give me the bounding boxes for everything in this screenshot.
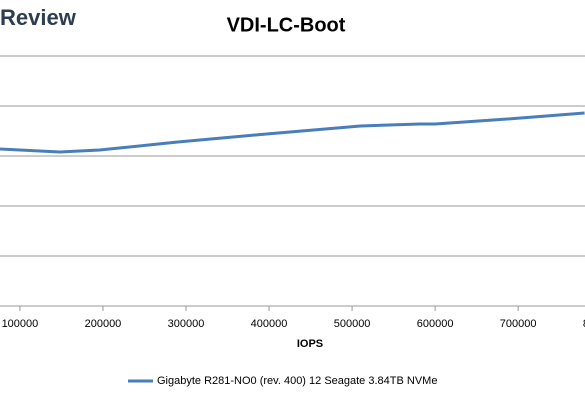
x-tick-label: 300000 [168, 318, 205, 330]
x-axis-title: IOPS [297, 338, 323, 350]
series-line [0, 111, 585, 154]
x-tick-label: 600000 [417, 318, 454, 330]
x-tick-label: 200000 [85, 318, 122, 330]
x-tick-label: 400000 [251, 318, 288, 330]
logo: Review [0, 5, 77, 30]
x-tick-label: 800000 [583, 318, 585, 330]
x-tick-label: 700000 [500, 318, 537, 330]
x-tick-label: 100000 [2, 318, 39, 330]
x-tick-label: 500000 [334, 318, 371, 330]
legend-label: Gigabyte R281-NO0 (rev. 400) 12 Seagate … [157, 375, 437, 387]
chart-title: VDI-LC-Boot [227, 14, 346, 36]
